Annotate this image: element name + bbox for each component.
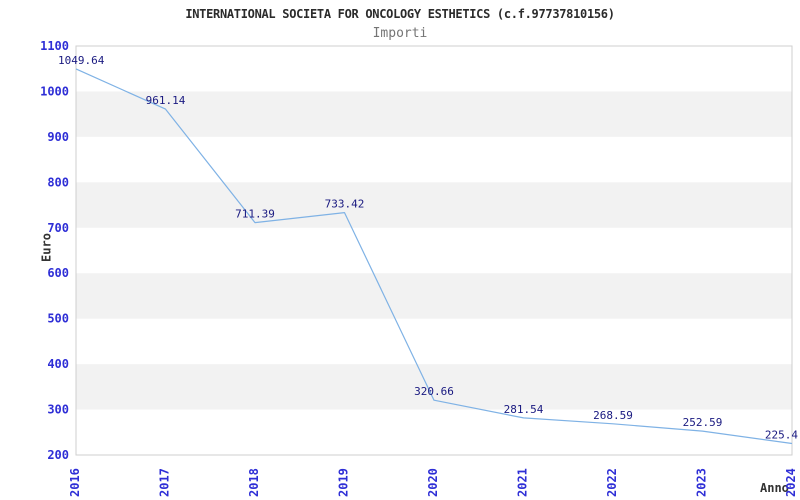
point-value-label: 281.54 <box>504 403 544 416</box>
grid-band <box>76 364 792 410</box>
chart-title: INTERNATIONAL SOCIETA FOR ONCOLOGY ESTHE… <box>185 7 615 21</box>
grid-band <box>76 91 792 137</box>
grid-band <box>76 273 792 319</box>
point-value-label: 225.4 <box>765 428 798 441</box>
grid-band <box>76 182 792 228</box>
y-tick-label: 1000 <box>40 84 69 98</box>
x-tick-label: 2019 <box>337 468 351 497</box>
point-value-label: 961.14 <box>146 94 186 107</box>
y-tick-label: 900 <box>47 130 69 144</box>
x-tick-label: 2020 <box>426 468 440 497</box>
y-tick-label: 400 <box>47 357 69 371</box>
x-tick-label: 2021 <box>516 468 530 497</box>
x-tick-label: 2016 <box>68 468 82 497</box>
series-line <box>75 68 793 445</box>
point-value-label: 711.39 <box>235 208 275 221</box>
x-tick-label: 2017 <box>158 468 172 497</box>
y-tick-label: 500 <box>47 312 69 326</box>
y-tick-label: 800 <box>47 175 69 189</box>
point-value-label: 268.59 <box>593 409 633 422</box>
point-value-label: 252.59 <box>683 416 723 429</box>
y-tick-label: 300 <box>47 403 69 417</box>
x-tick-label: 2022 <box>605 468 619 497</box>
x-axis-title: Anno <box>760 481 789 495</box>
x-tick-label: 2018 <box>247 468 261 497</box>
y-tick-label: 200 <box>47 448 69 462</box>
point-value-label: 1049.64 <box>58 54 105 67</box>
y-tick-label: 600 <box>47 266 69 280</box>
y-tick-label: 1100 <box>40 39 69 53</box>
chart-subtitle: Importi <box>372 26 428 41</box>
point-value-label: 733.42 <box>325 198 365 211</box>
x-tick-label: 2023 <box>695 468 709 497</box>
plot-border <box>75 45 793 456</box>
point-value-label: 320.66 <box>414 385 454 398</box>
x-tick-label: 2024 <box>784 468 798 497</box>
y-tick-label: 700 <box>47 221 69 235</box>
